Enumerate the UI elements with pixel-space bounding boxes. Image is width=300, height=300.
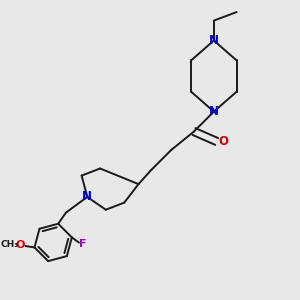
Text: O: O xyxy=(219,135,229,148)
Text: N: N xyxy=(209,34,219,47)
Text: N: N xyxy=(209,105,219,118)
Text: O: O xyxy=(15,240,24,250)
Text: CH₃: CH₃ xyxy=(0,240,19,249)
Text: N: N xyxy=(82,190,92,203)
Text: F: F xyxy=(79,239,86,249)
